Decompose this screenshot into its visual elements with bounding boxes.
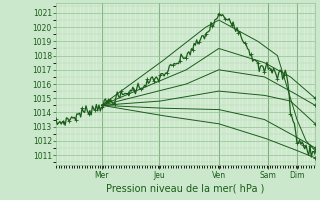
X-axis label: Pression niveau de la mer( hPa ): Pression niveau de la mer( hPa ) [107, 184, 265, 194]
